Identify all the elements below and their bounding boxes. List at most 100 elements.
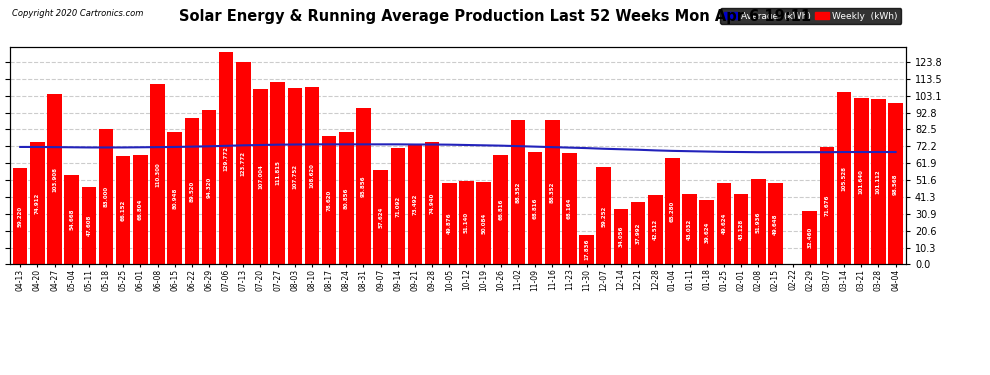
Bar [528, 152, 543, 264]
Text: 39.624: 39.624 [704, 221, 709, 243]
Text: 66.804: 66.804 [138, 199, 143, 220]
Text: 123.772: 123.772 [241, 151, 246, 176]
Bar [202, 110, 216, 264]
Text: 17.836: 17.836 [584, 239, 589, 261]
Text: 101.112: 101.112 [876, 170, 881, 194]
Bar [13, 168, 28, 264]
Text: 95.856: 95.856 [361, 175, 366, 197]
Bar [648, 195, 662, 264]
Bar [854, 98, 868, 264]
Text: 105.528: 105.528 [842, 166, 846, 190]
Text: 78.620: 78.620 [327, 189, 332, 211]
Bar [287, 88, 302, 264]
Bar [184, 118, 199, 264]
Text: 59.252: 59.252 [601, 205, 606, 226]
Bar [339, 132, 353, 264]
Text: Solar Energy & Running Average Production Last 52 Weeks Mon Apr 6 19:11: Solar Energy & Running Average Productio… [179, 9, 811, 24]
Text: 83.000: 83.000 [104, 186, 109, 207]
Text: 32.460: 32.460 [807, 227, 812, 249]
Text: 108.620: 108.620 [310, 163, 315, 188]
Bar [562, 153, 577, 264]
Bar [476, 183, 491, 264]
Text: 68.816: 68.816 [533, 197, 538, 219]
Text: 50.084: 50.084 [481, 213, 486, 234]
Bar [717, 183, 732, 264]
Bar [511, 120, 526, 264]
Text: 80.948: 80.948 [172, 188, 177, 209]
Bar [459, 181, 474, 264]
Bar [888, 103, 903, 264]
Bar [425, 142, 440, 264]
Text: 74.940: 74.940 [430, 192, 435, 214]
Bar [373, 170, 388, 264]
Bar [751, 180, 765, 264]
Text: 129.772: 129.772 [224, 146, 229, 171]
Bar [837, 92, 851, 264]
Text: 94.320: 94.320 [207, 177, 212, 198]
Text: Copyright 2020 Cartronics.com: Copyright 2020 Cartronics.com [12, 9, 144, 18]
Text: 49.624: 49.624 [722, 213, 727, 234]
Text: 42.512: 42.512 [652, 219, 657, 240]
Text: 49.876: 49.876 [446, 213, 451, 234]
Bar [253, 89, 267, 264]
Text: 54.668: 54.668 [69, 209, 74, 230]
Text: 110.300: 110.300 [155, 162, 160, 186]
Text: 66.152: 66.152 [121, 200, 126, 221]
Bar [305, 87, 320, 264]
Text: 47.608: 47.608 [86, 215, 91, 236]
Bar [390, 148, 405, 264]
Bar [64, 175, 79, 264]
Bar [356, 108, 371, 264]
Text: 111.815: 111.815 [275, 160, 280, 185]
Text: 43.032: 43.032 [687, 219, 692, 240]
Legend: Average  (kWh), Weekly  (kWh): Average (kWh), Weekly (kWh) [720, 8, 901, 24]
Text: 34.056: 34.056 [619, 226, 624, 247]
Text: 43.128: 43.128 [739, 219, 743, 240]
Bar [236, 62, 250, 264]
Bar [442, 183, 456, 264]
Text: 88.352: 88.352 [549, 182, 554, 203]
Bar [48, 94, 61, 264]
Text: 66.816: 66.816 [498, 199, 503, 220]
Bar [665, 158, 680, 264]
Text: 73.492: 73.492 [413, 194, 418, 215]
Bar [631, 202, 645, 264]
Text: 89.520: 89.520 [189, 180, 194, 202]
Bar [682, 194, 697, 264]
Text: 49.648: 49.648 [773, 213, 778, 234]
Bar [99, 129, 113, 264]
Text: 103.908: 103.908 [52, 167, 57, 192]
Bar [150, 84, 164, 264]
Bar [820, 147, 835, 264]
Bar [493, 155, 508, 264]
Text: 65.280: 65.280 [670, 200, 675, 222]
Bar [408, 144, 423, 264]
Bar [871, 99, 886, 264]
Text: 51.140: 51.140 [464, 212, 469, 233]
Bar [614, 209, 629, 264]
Bar [322, 136, 337, 264]
Bar [219, 52, 234, 264]
Bar [768, 183, 783, 264]
Text: 74.912: 74.912 [35, 192, 40, 214]
Bar [579, 235, 594, 264]
Text: 88.352: 88.352 [516, 182, 521, 203]
Bar [734, 194, 748, 264]
Text: 59.220: 59.220 [18, 206, 23, 226]
Bar [30, 142, 45, 264]
Bar [270, 81, 285, 264]
Bar [81, 186, 96, 264]
Text: 68.164: 68.164 [567, 198, 572, 219]
Bar [116, 156, 131, 264]
Text: 51.936: 51.936 [755, 211, 760, 232]
Text: 101.640: 101.640 [858, 169, 863, 194]
Text: 107.004: 107.004 [258, 165, 263, 189]
Text: 71.676: 71.676 [825, 195, 830, 216]
Text: 37.992: 37.992 [636, 223, 641, 244]
Text: 71.092: 71.092 [395, 196, 400, 217]
Bar [544, 120, 559, 264]
Text: 98.568: 98.568 [893, 173, 898, 195]
Text: 107.752: 107.752 [292, 164, 297, 189]
Bar [596, 168, 611, 264]
Bar [700, 200, 714, 264]
